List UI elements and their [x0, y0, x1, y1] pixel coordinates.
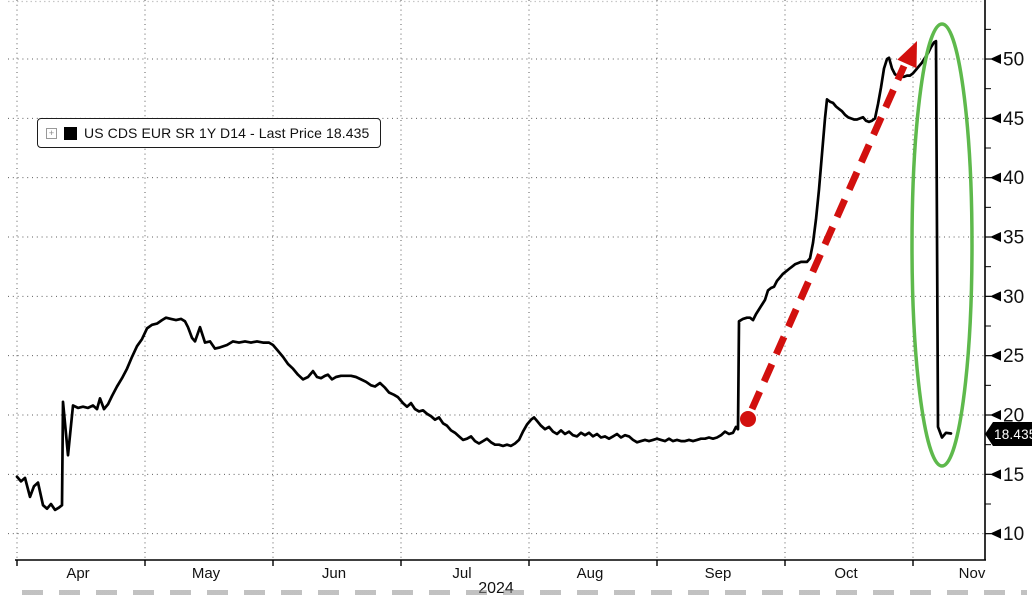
legend-series-swatch [64, 126, 77, 140]
y-tick-label-15: 15 [1003, 465, 1024, 486]
x-month-label-Oct: Oct [834, 565, 858, 582]
y-tick-arrow-icon-40 [990, 172, 1001, 183]
last-price-value: 18.435 [994, 426, 1032, 442]
y-tick-label-30: 30 [1003, 287, 1024, 308]
trend-arrow-shaft [748, 64, 908, 411]
x-month-label-Aug: Aug [577, 565, 604, 582]
highlight-ellipse [910, 22, 974, 468]
y-tick-arrow-icon-20 [990, 410, 1001, 420]
trend-arrow-head-icon [897, 41, 917, 69]
legend-expand-icon[interactable]: + [46, 127, 57, 139]
y-tick-label-25: 25 [1003, 346, 1024, 367]
y-tick-arrow-icon-35 [990, 232, 1001, 243]
y-tick-arrow-icon-45 [990, 113, 1001, 124]
last-price-badge: 18.435 [985, 422, 1032, 446]
y-tick-label-35: 35 [1003, 228, 1024, 249]
y-tick-label-50: 50 [1003, 50, 1024, 71]
y-tick-label-10: 10 [1003, 524, 1024, 545]
y-tick-label-45: 45 [1003, 109, 1024, 130]
legend-series-label: US CDS EUR SR 1Y D14 - Last Price 18.435 [84, 125, 370, 141]
x-month-label-Sep: Sep [705, 565, 732, 582]
x-month-label-Jun: Jun [322, 565, 346, 582]
legend[interactable]: + US CDS EUR SR 1Y D14 - Last Price 18.4… [37, 118, 382, 148]
y-tick-label-40: 40 [1003, 168, 1024, 189]
price-line [15, 39, 953, 512]
y-tick-arrow-icon-15 [990, 469, 1001, 480]
x-month-label-Apr: Apr [66, 565, 89, 582]
cropped-text-row [22, 590, 1027, 595]
x-month-label-Nov: Nov [959, 565, 986, 582]
y-tick-arrow-icon-50 [990, 54, 1001, 65]
trend-arrow-start-dot [740, 411, 756, 427]
y-tick-label-20: 20 [1003, 406, 1024, 427]
x-month-label-Jul: Jul [452, 565, 471, 582]
y-tick-arrow-icon-30 [990, 291, 1001, 302]
y-tick-arrow-icon-10 [990, 528, 1001, 539]
x-month-label-May: May [192, 565, 221, 582]
y-tick-arrow-icon-25 [990, 350, 1001, 361]
